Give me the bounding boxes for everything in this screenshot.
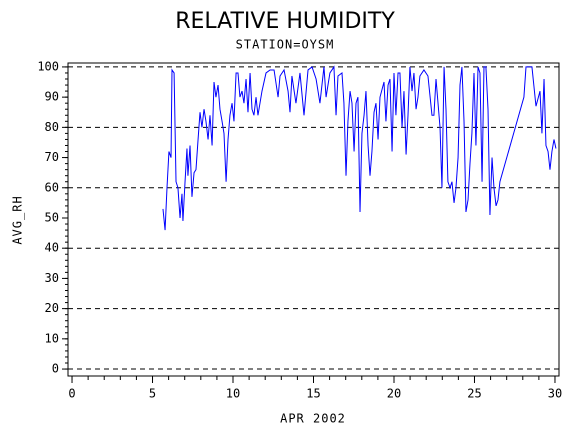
x-tick-label: 10 (226, 387, 240, 401)
y-tick-label: 30 (45, 271, 59, 285)
y-tick-label: 60 (45, 180, 59, 194)
y-tick-label: 50 (45, 210, 59, 224)
y-tick-label: 20 (45, 301, 59, 315)
plot-frame (67, 62, 560, 377)
data-line (162, 65, 557, 231)
x-tick-label: 25 (467, 387, 481, 401)
y-tick-label: 90 (45, 90, 59, 104)
y-tick-label: 70 (45, 150, 59, 164)
y-axis-label: AVG_RH (11, 195, 25, 244)
y-tick-label: 80 (45, 120, 59, 134)
chart-title: RELATIVE HUMIDITY (175, 9, 395, 34)
x-tick-label: 5 (149, 387, 156, 401)
y-tick-label: 100 (37, 59, 59, 73)
x-tick-label: 30 (548, 387, 562, 401)
x-axis-label: APR 2002 (280, 412, 346, 426)
chart-subtitle: STATION=OYSM (236, 38, 335, 52)
x-tick-label: 15 (306, 387, 320, 401)
x-tick-label: 0 (68, 387, 75, 401)
y-tick-label: 40 (45, 241, 59, 255)
y-tick-label: 10 (45, 331, 59, 345)
y-tick-label: 0 (52, 362, 59, 376)
x-tick-label: 20 (387, 387, 401, 401)
